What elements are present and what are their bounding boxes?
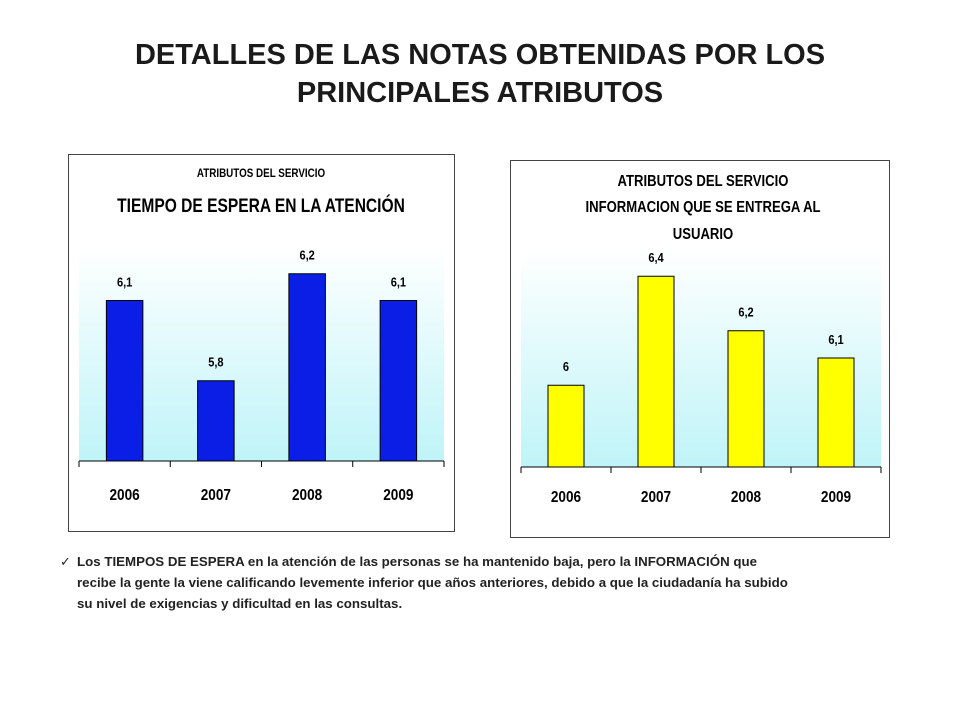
checkmark-icon: ✓: [60, 554, 71, 569]
data-label-2006: 6,1: [117, 275, 133, 290]
bar-2008: [288, 273, 326, 462]
chart-tiempo-espera-svg: ATRIBUTOS DEL SERVICIO TIEMPO DE ESPERA E…: [78, 167, 445, 504]
x-tick-label-2007: 2007: [201, 487, 231, 504]
x-tick-label-2008: 2008: [292, 487, 322, 504]
chart-title-line: INFORMACION QUE SE ENTREGA AL: [585, 199, 820, 216]
chart-title-line: USUARIO: [673, 226, 733, 243]
data-label-2006: 6: [563, 359, 569, 374]
chart-title-line: TIEMPO DE ESPERA EN LA ATENCIÓN: [117, 195, 405, 217]
chart-tiempo-espera: ATRIBUTOS DEL SERVICIO TIEMPO DE ESPERA E…: [68, 154, 455, 532]
x-tick-label-2006: 2006: [551, 489, 581, 506]
data-label-2008: 6,2: [738, 305, 754, 320]
page-title-line-2: PRINCIPALES ATRIBUTOS: [296, 77, 664, 109]
note-line-2: recibe la gente la viene calificando lev…: [77, 575, 788, 590]
x-tick-label-2006: 2006: [110, 487, 140, 504]
chart-title-line: ATRIBUTOS DEL SERVICIO: [197, 167, 326, 180]
data-label-2008: 6,2: [299, 248, 315, 263]
chart-informacion-usuario-svg: ATRIBUTOS DEL SERVICIO INFORMACION QUE SE…: [520, 173, 882, 506]
x-tick-label-2009: 2009: [821, 489, 851, 506]
page-title: DETALLES DE LAS NOTAS OBTENIDAS POR LOS …: [60, 36, 900, 112]
chart-informacion-usuario: ATRIBUTOS DEL SERVICIO INFORMACION QUE SE…: [510, 160, 890, 538]
data-label-2009: 6,1: [391, 275, 407, 290]
data-label-2007: 5,8: [208, 355, 224, 370]
bar-2008: [727, 330, 765, 468]
x-tick-label-2008: 2008: [731, 489, 761, 506]
bar-2006: [105, 300, 144, 462]
bar-2009: [817, 357, 855, 468]
bar-2007: [197, 380, 235, 462]
note-line-3: su nivel de exigencias y dificultad en l…: [77, 596, 403, 611]
x-tick-label-2007: 2007: [641, 489, 671, 506]
data-label-2007: 6,4: [648, 250, 664, 265]
data-label-2009: 6,1: [828, 332, 844, 347]
note-paragraph: ✓ Los TIEMPOS DE ESPERA en la atención d…: [60, 551, 940, 614]
page-title-line-1: DETALLES DE LAS NOTAS OBTENIDAS POR LOS: [134, 39, 826, 71]
bar-2006: [547, 384, 585, 468]
chart-title-line: ATRIBUTOS DEL SERVICIO: [617, 173, 788, 190]
bar-2007: [637, 275, 675, 468]
note-line-1: Los TIEMPOS DE ESPERA en la atención de …: [77, 554, 758, 569]
x-tick-label-2009: 2009: [383, 487, 413, 504]
bar-2009: [379, 300, 418, 462]
